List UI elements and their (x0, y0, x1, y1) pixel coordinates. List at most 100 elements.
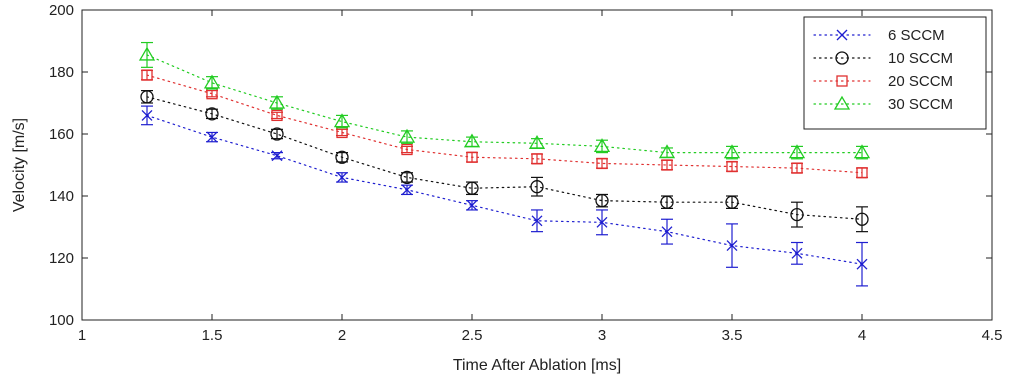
series-layer (138, 41, 871, 287)
data-point (596, 157, 608, 170)
data-point (401, 143, 413, 156)
marker-stroke (791, 247, 803, 259)
x-tick-label: 1.5 (202, 327, 223, 344)
data-point (335, 150, 349, 164)
legend-box (803, 16, 987, 130)
legend-label: 10 SCCM (888, 50, 953, 67)
data-point (205, 107, 219, 121)
data-point (725, 195, 739, 209)
data-point (466, 151, 478, 163)
x-tick-label: 3.5 (722, 327, 743, 344)
data-point (595, 193, 609, 208)
data-point (853, 144, 871, 159)
series-1 (140, 89, 869, 233)
data-point (463, 133, 481, 148)
axis-ticks: 1 1.5 2 2.5 3 3.5 4 4.5 100 120 140 160 180 200 (49, 2, 1002, 344)
data-point (530, 180, 544, 194)
data-point (203, 74, 221, 89)
series-0 (141, 105, 868, 287)
data-point (855, 212, 869, 226)
series-line (146, 54, 863, 154)
error-bar (791, 201, 803, 228)
data-point (596, 216, 608, 228)
data-point (400, 170, 414, 185)
data-point (268, 94, 286, 109)
data-point (140, 90, 154, 104)
data-point (726, 240, 738, 252)
marker-stroke (336, 171, 348, 183)
data-point (141, 109, 153, 121)
series-line (146, 74, 863, 174)
legend: 6 SCCM 10 SCCM 20 SCCM 30 SCCM (803, 16, 987, 130)
data-point (791, 247, 803, 259)
error-bar (856, 206, 868, 233)
data-point (141, 69, 153, 81)
x-tick-label: 2 (338, 327, 346, 344)
data-point (593, 138, 611, 153)
y-tick-label: 120 (49, 250, 74, 267)
data-point (856, 258, 868, 270)
legend-marker (833, 95, 851, 110)
error-bar (271, 111, 283, 120)
x-tick-label: 4 (858, 327, 866, 344)
legend-label: 20 SCCM (888, 73, 953, 90)
x-tick-label: 1 (78, 327, 86, 344)
legend-item: 10 SCCM (813, 50, 953, 67)
data-point (788, 144, 806, 159)
data-point (726, 160, 738, 173)
x-tick-label: 2.5 (462, 327, 483, 344)
marker-stroke (271, 150, 283, 162)
legend-marker (835, 51, 849, 65)
legend-label: 30 SCCM (888, 96, 953, 113)
legend-item: 30 SCCM (813, 95, 953, 113)
data-point (270, 127, 284, 141)
data-point (531, 153, 543, 165)
y-tick-label: 200 (49, 2, 74, 19)
marker-stroke (661, 226, 673, 238)
x-tick-label: 4.5 (982, 327, 1003, 344)
x-axis-label: Time After Ablation [ms] (453, 357, 621, 374)
data-point (206, 131, 218, 143)
data-point (661, 159, 673, 171)
series-line (146, 114, 863, 265)
data-point (336, 171, 348, 183)
error-bar (336, 128, 348, 137)
data-point (466, 199, 478, 211)
x-tick-label: 3 (598, 327, 606, 344)
marker-stroke (856, 258, 868, 270)
data-point (333, 113, 351, 128)
error-bar (206, 89, 218, 98)
data-point (398, 128, 416, 143)
data-point (658, 144, 676, 159)
y-tick-label: 140 (49, 188, 74, 205)
data-point (528, 135, 546, 149)
legend-item: 6 SCCM (813, 27, 945, 44)
marker-stroke (836, 29, 848, 41)
series-2 (141, 69, 868, 179)
data-point (531, 215, 543, 227)
data-point (401, 184, 413, 196)
marker-stroke (726, 240, 738, 252)
marker-stroke (141, 109, 153, 121)
data-point (271, 109, 283, 122)
series-line (146, 96, 863, 220)
data-point (790, 207, 804, 222)
data-point (465, 181, 479, 195)
legend-marker (836, 75, 848, 87)
error-bar (401, 145, 413, 154)
marker-stroke (531, 215, 543, 227)
legend-item: 20 SCCM (813, 73, 953, 90)
y-tick-label: 180 (49, 64, 74, 81)
data-point (856, 167, 868, 179)
data-point (271, 150, 283, 162)
marker-stroke (596, 216, 608, 228)
marker-stroke (206, 131, 218, 143)
data-point (661, 226, 673, 238)
series-3 (138, 41, 871, 160)
data-point (791, 162, 803, 174)
marker-stroke (466, 199, 478, 211)
data-point (660, 195, 674, 209)
marker-stroke (401, 184, 413, 196)
data-point (138, 46, 156, 61)
